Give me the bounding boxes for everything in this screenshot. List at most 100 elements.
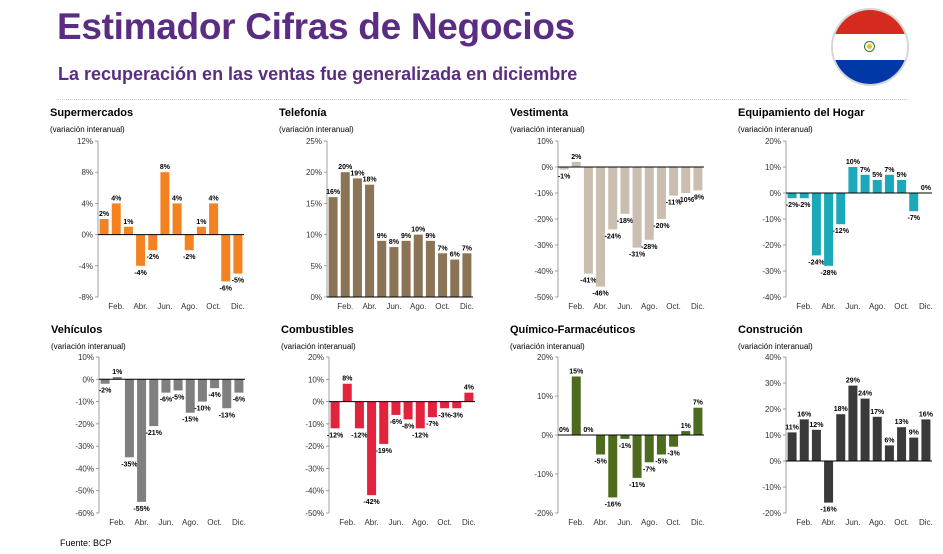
x-tick-label: Oct.	[437, 518, 452, 527]
y-tick-label: -20%	[762, 241, 781, 250]
data-label: 16%	[797, 411, 812, 418]
x-tick-label: Dic.	[462, 518, 476, 527]
chart-title: Supermercados	[50, 107, 133, 119]
bar	[644, 435, 654, 463]
y-tick-label: -40%	[305, 487, 324, 496]
data-label: -3%	[667, 451, 680, 458]
bar	[425, 240, 435, 297]
data-label: -8%	[402, 423, 415, 430]
bar	[596, 167, 606, 287]
bar	[185, 379, 195, 413]
y-tick-label: 20%	[306, 168, 322, 177]
flag-red-stripe	[833, 10, 907, 34]
y-tick-label: -60%	[75, 509, 94, 518]
data-label: -7%	[643, 466, 656, 473]
data-label: -7%	[426, 421, 439, 428]
data-label: 0%	[921, 185, 932, 192]
y-tick-label: -4%	[79, 262, 93, 271]
bar	[340, 172, 350, 297]
data-label: -16%	[605, 501, 622, 508]
y-tick-label: 4%	[81, 199, 93, 208]
bar	[632, 167, 642, 248]
bar	[184, 234, 194, 251]
data-label: -3%	[451, 412, 464, 419]
bar	[427, 401, 437, 418]
data-label: 29%	[846, 378, 861, 385]
x-tick-label: Jun.	[157, 302, 172, 311]
bar	[811, 193, 821, 256]
x-tick-label: Oct.	[894, 302, 909, 311]
y-tick-label: 0%	[312, 398, 324, 407]
data-label: -28%	[820, 270, 837, 277]
data-label: -1%	[558, 174, 571, 181]
bar	[644, 167, 654, 240]
bar	[571, 161, 581, 167]
y-tick-label: 0%	[769, 189, 781, 198]
bar	[596, 435, 606, 455]
bar	[413, 234, 423, 297]
data-label: 2%	[571, 154, 582, 161]
bar	[824, 461, 834, 503]
bar	[836, 193, 846, 225]
data-label: 10%	[846, 159, 861, 166]
flag-emblem-icon	[864, 41, 875, 52]
bar	[112, 377, 122, 380]
bar	[234, 379, 244, 393]
data-label: 6%	[884, 437, 895, 444]
y-tick-label: -20%	[762, 509, 781, 518]
y-tick-label: 0%	[81, 231, 93, 240]
bar	[897, 427, 907, 461]
y-tick-label: -30%	[305, 464, 324, 473]
x-tick-label: Dic.	[691, 302, 705, 311]
x-tick-label: Oct.	[435, 302, 450, 311]
bar	[620, 167, 630, 214]
bar	[559, 167, 569, 170]
chart-subtitle: (variación interanual)	[510, 125, 585, 134]
y-tick-label: 0%	[541, 163, 553, 172]
data-label: 9%	[401, 233, 412, 240]
data-label: 15%	[569, 369, 584, 376]
data-label: -6%	[160, 397, 173, 404]
data-label: -10%	[194, 406, 211, 413]
data-label: 17%	[870, 409, 885, 416]
data-label: -10%	[678, 197, 695, 204]
data-label: 7%	[462, 245, 473, 252]
bar	[222, 379, 232, 409]
data-label: -20%	[653, 223, 670, 230]
bar	[884, 445, 894, 461]
bar	[848, 167, 858, 193]
data-label: 1%	[112, 369, 123, 376]
page-subtitle: La recuperación en las ventas fue genera…	[58, 64, 578, 84]
y-tick-label: 15%	[306, 199, 322, 208]
y-tick-label: 30%	[765, 379, 781, 388]
bar	[379, 401, 389, 444]
chart-title: Telefonía	[279, 107, 327, 119]
chart-supermercados: Supermercados (variación interanual) -8% -4…	[50, 107, 245, 311]
y-tick-label: 12%	[77, 137, 93, 146]
chart-subtitle: (variación interanual)	[51, 342, 126, 351]
flag-blue-stripe	[833, 60, 907, 84]
y-tick-label: 20%	[765, 137, 781, 146]
data-label: -28%	[641, 244, 658, 251]
header-divider	[57, 99, 907, 100]
bar	[452, 401, 462, 409]
chart-title: Equipamiento del Hogar	[738, 107, 865, 119]
bar	[571, 376, 581, 435]
data-label: 12%	[809, 422, 824, 429]
bar	[233, 234, 243, 274]
bar	[608, 435, 618, 498]
x-tick-label: Ago.	[869, 518, 885, 527]
x-tick-label: Oct.	[666, 518, 681, 527]
bar	[221, 234, 231, 282]
y-tick-label: -20%	[75, 420, 94, 429]
y-tick-label: -40%	[534, 267, 553, 276]
bar	[100, 379, 110, 384]
data-label: -5%	[594, 459, 607, 466]
bar	[921, 419, 931, 461]
y-tick-label: 0%	[82, 375, 94, 384]
chart-subtitle: (variación interanual)	[738, 125, 813, 134]
data-label: -42%	[363, 499, 380, 506]
data-label: -5%	[655, 459, 668, 466]
chart-vestimenta: Vestimenta (variación interanual) -50% -40%…	[510, 107, 705, 311]
y-tick-label: -10%	[762, 215, 781, 224]
